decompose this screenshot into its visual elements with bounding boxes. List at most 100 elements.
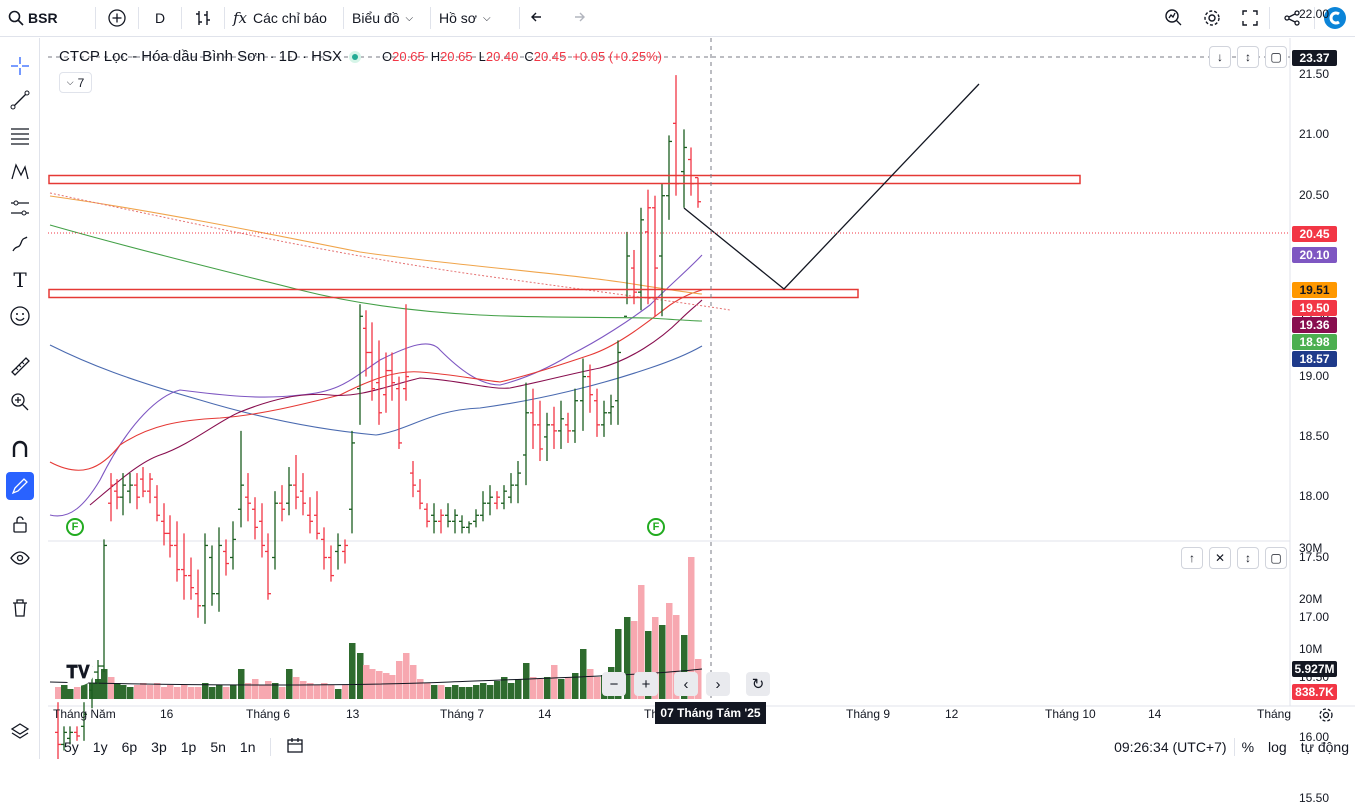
compare-button[interactable] bbox=[96, 0, 138, 37]
range-button-6p[interactable]: 6p bbox=[121, 738, 138, 755]
trash-icon bbox=[13, 599, 27, 617]
axis-settings-button[interactable] bbox=[1317, 706, 1335, 724]
interval-button[interactable]: D bbox=[154, 10, 166, 26]
chevron-right-icon: › bbox=[715, 675, 721, 693]
support-rectangle[interactable] bbox=[48, 288, 859, 299]
ohlc-bar bbox=[608, 394, 614, 425]
measure-tool[interactable] bbox=[6, 352, 34, 380]
volume-bar bbox=[195, 687, 202, 699]
zoom-in-button[interactable]: + bbox=[634, 672, 658, 696]
symbol-search[interactable]: BSR bbox=[0, 0, 95, 37]
pattern-tool[interactable] bbox=[6, 158, 34, 186]
forecast-tool[interactable] bbox=[6, 194, 34, 222]
chart-canvas[interactable] bbox=[0, 0, 1355, 759]
magnet-tool[interactable] bbox=[6, 436, 34, 464]
ohlc-bar bbox=[300, 473, 306, 516]
fib-tool[interactable] bbox=[6, 122, 34, 150]
chart-menu-button[interactable]: Biểu đồ ⌵ bbox=[344, 0, 430, 37]
volume-bar bbox=[523, 663, 530, 699]
volume-bar bbox=[349, 643, 356, 699]
scroll-right-button[interactable]: › bbox=[706, 672, 730, 696]
move-pane-down-button[interactable]: ↓ bbox=[1209, 46, 1231, 68]
redo-button[interactable] bbox=[558, 0, 596, 37]
volume-bar bbox=[645, 631, 652, 699]
quick-search-button[interactable] bbox=[1155, 0, 1193, 37]
zoom-in-icon bbox=[11, 393, 29, 411]
bottom-toolbar: 5y 1y 6p 3p 1p 5n 1n 09:26:34 (UTC+7) % log tự… bbox=[41, 734, 1355, 759]
trend-line-tool[interactable] bbox=[6, 86, 34, 114]
crosshair-date-label: 07 Tháng Tám '25 bbox=[655, 702, 766, 724]
ohlc-bar bbox=[466, 521, 472, 534]
emoji-tool[interactable] bbox=[6, 302, 34, 330]
hide-drawings-tool[interactable] bbox=[6, 544, 34, 572]
lock-drawings-tool[interactable] bbox=[6, 510, 34, 538]
range-button-1p[interactable]: 1p bbox=[180, 738, 197, 755]
range-button-5y[interactable]: 5y bbox=[64, 738, 79, 755]
volume-bar bbox=[389, 675, 396, 699]
reset-chart-button[interactable]: ↻ bbox=[746, 672, 770, 696]
indicators-button[interactable]: fx Các chỉ báo bbox=[225, 0, 343, 37]
volume-bar bbox=[631, 621, 638, 699]
symbol-label: BSR bbox=[28, 10, 58, 26]
undo-button[interactable] bbox=[520, 0, 558, 37]
indicator-collapse-button[interactable]: ⌵ 7 bbox=[59, 72, 92, 93]
projection-path[interactable] bbox=[683, 83, 980, 290]
ohlc-bar bbox=[279, 485, 285, 522]
clock-display[interactable]: 09:26:34 (UTC+7) bbox=[1114, 738, 1227, 755]
volume-bar bbox=[459, 687, 466, 699]
collapse-volume-pane-button[interactable]: ↕ bbox=[1237, 547, 1259, 569]
text-tool[interactable]: T bbox=[6, 266, 34, 294]
log-scale-toggle[interactable]: log bbox=[1268, 738, 1287, 755]
ohlc-bar bbox=[565, 412, 571, 443]
volume-bar bbox=[659, 625, 666, 699]
auto-scale-toggle[interactable]: tự động bbox=[1300, 738, 1349, 755]
zoom-out-button[interactable]: − bbox=[602, 672, 626, 696]
tradingview-logo[interactable]: 𝐓𝐕 bbox=[62, 658, 94, 686]
zoom-tool[interactable] bbox=[6, 388, 34, 416]
collapse-icon: ↕ bbox=[1245, 50, 1251, 64]
user-drawings[interactable] bbox=[48, 83, 1081, 299]
settings-button[interactable] bbox=[1193, 0, 1231, 37]
ohlc-bar bbox=[328, 545, 334, 582]
ohlc-bar bbox=[335, 533, 341, 570]
separator bbox=[181, 7, 182, 29]
range-button-5n[interactable]: 5n bbox=[210, 738, 226, 755]
stay-drawing-tool[interactable] bbox=[6, 472, 34, 500]
volume-bar bbox=[188, 687, 195, 699]
volume-bar bbox=[307, 683, 314, 699]
volume-bar bbox=[120, 685, 127, 699]
move-pane-up-button[interactable]: ↑ bbox=[1181, 547, 1203, 569]
ohlc-bar bbox=[445, 503, 451, 528]
profile-menu-button[interactable]: Hồ sơ ⌵ bbox=[431, 0, 519, 37]
maximize-pane-button[interactable]: ▢ bbox=[1265, 46, 1287, 68]
close-pane-button[interactable]: ✕ bbox=[1209, 547, 1231, 569]
range-button-1n[interactable]: 1n bbox=[239, 738, 256, 755]
event-marker-f[interactable]: F bbox=[66, 518, 84, 536]
share-button[interactable] bbox=[1270, 0, 1314, 37]
scroll-left-button[interactable]: ‹ bbox=[674, 672, 698, 696]
maximize-volume-pane-button[interactable]: ▢ bbox=[1265, 547, 1287, 569]
volume-bar bbox=[363, 665, 370, 699]
ma-dotted-line bbox=[49, 192, 731, 311]
bar-style-button[interactable] bbox=[182, 0, 224, 37]
remove-drawings-tool[interactable] bbox=[6, 594, 34, 622]
volume-bar bbox=[431, 685, 438, 699]
range-button-1y[interactable]: 1y bbox=[92, 738, 108, 755]
brush-tool[interactable] bbox=[6, 230, 34, 258]
event-marker-f[interactable]: F bbox=[647, 518, 665, 536]
chevron-left-icon: ‹ bbox=[683, 675, 689, 693]
percent-scale-toggle[interactable]: % bbox=[1241, 738, 1255, 755]
collapse-pane-button[interactable]: ↕ bbox=[1237, 46, 1259, 68]
redo-icon bbox=[575, 12, 585, 22]
date-range-button[interactable] bbox=[279, 736, 311, 757]
ohlc-bar bbox=[580, 358, 586, 431]
fullscreen-button[interactable] bbox=[1231, 0, 1269, 37]
volume-bar bbox=[272, 683, 279, 699]
crosshair-tool[interactable] bbox=[6, 52, 34, 80]
pencil-lock-icon bbox=[11, 478, 28, 495]
resistance-rectangle[interactable] bbox=[48, 174, 1081, 185]
ma-slow-line bbox=[49, 344, 703, 436]
object-tree-tool[interactable] bbox=[6, 718, 34, 746]
range-button-3p[interactable]: 3p bbox=[151, 738, 167, 755]
separator bbox=[430, 7, 431, 29]
